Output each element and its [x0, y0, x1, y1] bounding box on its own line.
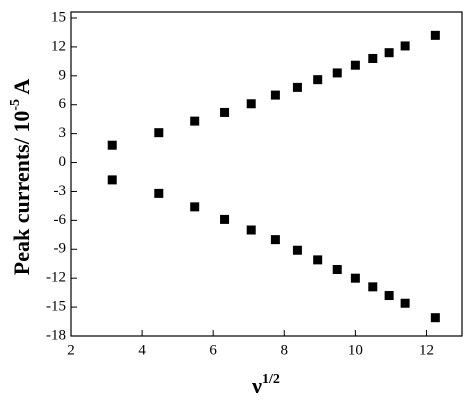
data-point [292, 245, 302, 255]
data-point [332, 68, 342, 78]
data-point [154, 128, 164, 138]
data-point [292, 82, 302, 92]
data-point [384, 291, 394, 301]
y-tick-label: 12 [51, 38, 66, 54]
y-tick-label: 6 [59, 96, 67, 112]
data-point [154, 188, 164, 198]
data-point [246, 99, 256, 109]
data-point [313, 75, 323, 85]
y-tick-label: 15 [51, 9, 66, 25]
data-point [270, 235, 280, 245]
data-point [400, 298, 410, 308]
y-label-suffix: A [9, 79, 34, 99]
x-tick-label: 6 [209, 342, 217, 358]
data-point [430, 30, 440, 40]
data-point [220, 107, 230, 117]
data-point [246, 225, 256, 235]
y-label-main: Peak currents/ 10 [9, 111, 34, 276]
data-point [350, 60, 360, 70]
y-tick-label: -6 [54, 212, 67, 228]
x-tick-label: 10 [348, 342, 363, 358]
data-point [313, 255, 323, 265]
y-tick-label: 9 [59, 67, 67, 83]
data-point [270, 90, 280, 100]
y-tick-label: -9 [54, 241, 67, 257]
data-point [107, 140, 117, 150]
data-point [190, 202, 200, 212]
y-tick-label: -15 [46, 299, 66, 315]
x-label-main: ν [251, 373, 262, 398]
data-point [350, 273, 360, 283]
x-tick-label: 8 [281, 342, 289, 358]
y-tick-label: 3 [59, 125, 67, 141]
data-point [332, 265, 342, 275]
x-tick-label: 2 [67, 342, 75, 358]
data-point [430, 313, 440, 323]
data-point [400, 41, 410, 51]
x-tick-label: 4 [138, 342, 146, 358]
x-tick-label: 12 [419, 342, 434, 358]
y-tick-label: -12 [46, 270, 66, 286]
data-point [220, 214, 230, 224]
y-label-sup: -5 [8, 99, 23, 111]
y-tick-label: 0 [59, 154, 67, 170]
y-tick-label: -3 [54, 183, 67, 199]
y-axis-label: Peak currents/ 10-5 A [8, 79, 34, 276]
data-point [368, 282, 378, 292]
data-point [368, 53, 378, 63]
x-axis-label: ν1/2 [251, 372, 280, 398]
data-point [384, 48, 394, 58]
x-label-sup: 1/2 [262, 372, 280, 387]
plot-frame [70, 11, 463, 337]
y-tick-label: -18 [46, 327, 66, 343]
data-point [190, 116, 200, 126]
data-point [107, 175, 117, 185]
